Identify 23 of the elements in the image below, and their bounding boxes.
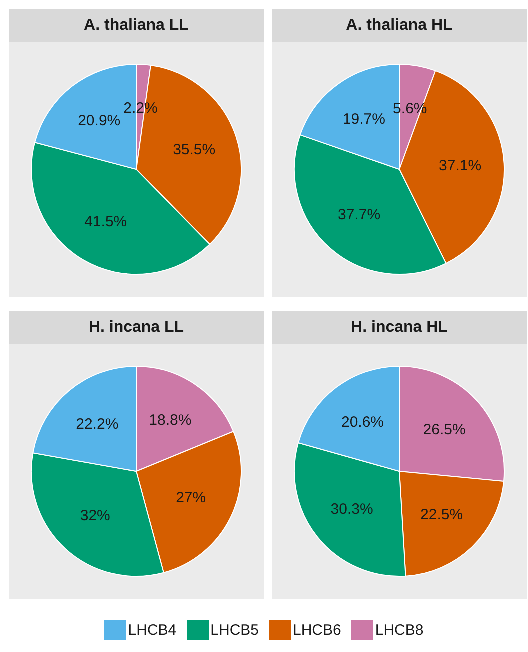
legend-label: LHCB5 bbox=[210, 622, 259, 638]
legend-label: LHCB8 bbox=[375, 622, 424, 638]
legend-label: LHCB4 bbox=[128, 622, 177, 638]
data-label: 20.6% bbox=[341, 414, 384, 432]
data-label: 22.5% bbox=[420, 506, 464, 524]
data-label: 26.5% bbox=[423, 422, 466, 439]
chart-title: H. incana LL bbox=[9, 311, 264, 344]
data-label: 41.5% bbox=[84, 213, 128, 230]
data-label: 32% bbox=[80, 508, 110, 525]
data-label: 37.7% bbox=[338, 206, 381, 224]
data-label: 22.2% bbox=[76, 416, 119, 433]
data-label: 27% bbox=[176, 490, 206, 507]
data-label: 30.3% bbox=[330, 500, 374, 518]
data-label: 20.9% bbox=[78, 112, 121, 130]
data-label: 18.8% bbox=[149, 412, 192, 430]
chart-title: A. thaliana HL bbox=[272, 9, 527, 42]
chart-title: H. incana HL bbox=[272, 311, 527, 344]
data-label: 19.7% bbox=[342, 111, 386, 128]
chart-title: A. thaliana LL bbox=[9, 9, 264, 42]
data-label: 2.2% bbox=[124, 100, 158, 117]
legend-label: LHCB6 bbox=[293, 622, 342, 638]
data-label: 37.1% bbox=[439, 157, 482, 174]
data-label: 35.5% bbox=[173, 142, 216, 159]
